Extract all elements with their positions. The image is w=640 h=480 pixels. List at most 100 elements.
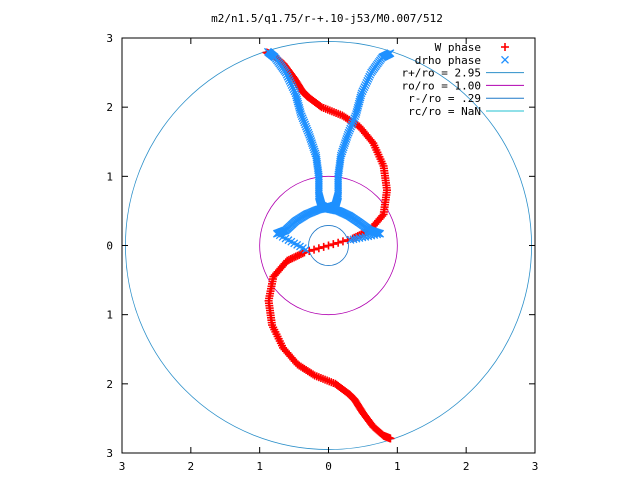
point-1-202 [351,112,360,121]
point-1-23-b [284,74,293,83]
point-1-21 [282,70,291,79]
point-1-56-b [309,143,318,152]
y-tick-label-2: 1 [106,170,113,183]
legend-key-1-b [501,55,509,64]
data-series [262,47,395,443]
point-1-183 [365,72,374,81]
point-1-207-b [347,122,356,131]
point-1-151 [373,230,382,239]
point-1-27 [288,83,297,92]
point-1-29 [290,87,299,96]
point-1-321 [301,245,310,254]
point-1-160 [346,236,355,244]
point-0-148 [310,245,319,254]
point-1-187 [361,81,370,89]
point-1-50-b [305,130,314,139]
point-1-319-b [296,242,304,251]
point-1-63-b [312,157,321,166]
point-1-23 [284,74,293,83]
point-1-181 [367,68,376,77]
point-1-183-b [365,72,374,81]
point-1-153 [367,231,376,240]
point-1-42 [298,114,307,123]
point-1-182-b [366,70,375,79]
point-1-51-b [305,132,314,141]
y-tick-label-0: 3 [106,32,113,45]
x-tick-label-1: 2 [188,460,195,473]
point-1-181-b [367,68,376,77]
point-1-69-b [314,170,323,179]
point-1-154 [364,232,373,241]
x-tick-label-2: 1 [256,460,263,473]
point-1-54-b [308,139,316,148]
point-1-188-b [360,83,369,92]
point-1-206-b [347,120,356,129]
legend-label-5: rc/ro = NaN [408,105,481,118]
point-1-44 [300,118,309,127]
point-1-59-b [311,149,320,158]
legend-key-0 [501,43,509,51]
point-1-39-b [296,108,305,116]
series-1 [263,47,395,254]
point-1-159 [349,235,358,244]
point-1-153-b [367,231,376,240]
point-1-158-b [352,234,361,243]
point-1-55-b [308,141,317,150]
point-1-182 [366,70,375,79]
point-1-61-b [312,153,321,162]
point-1-38-b [295,105,304,114]
point-1-53-b [307,137,316,146]
point-1-26 [287,81,296,89]
y-tick-label-4: 1 [106,309,113,322]
point-1-157 [355,234,364,243]
point-1-204 [349,116,358,125]
point-1-314-b [281,234,290,243]
point-1-57-b [310,145,319,154]
point-1-313-b [278,232,287,241]
point-1-28 [289,85,298,94]
point-1-27-b [288,83,297,92]
point-1-25-b [286,78,295,87]
point-1-30-b [291,89,300,98]
y-tick-label-1: 2 [106,101,113,114]
circle-2 [308,225,349,266]
point-1-159-b [349,235,358,244]
point-1-203 [350,114,359,123]
point-1-42-b [298,114,307,123]
point-1-157-b [355,234,364,243]
y-tick-label-6: 3 [106,447,113,460]
point-1-47-b [302,124,311,133]
point-1-43 [299,116,308,125]
point-1-62-b [312,155,321,164]
point-1-26-b [287,81,296,89]
point-1-186 [362,78,371,87]
point-1-45 [301,120,310,129]
x-tick-label-6: 3 [532,460,539,473]
point-1-203-b [350,114,359,123]
point-1-41 [297,112,306,121]
point-1-188 [360,83,369,92]
point-1-185-b [363,76,372,85]
point-1-152-b [370,231,379,239]
point-1-48-b [303,126,312,135]
point-1-22-b [283,72,292,81]
point-1-45-b [301,120,310,129]
point-1-320-b [298,244,307,253]
point-1-318-b [293,240,302,249]
point-1-32-b [292,93,301,102]
point-1-321-b [301,245,310,254]
point-1-40 [297,110,305,119]
point-1-28-b [289,85,298,94]
point-1-208-b [346,124,355,133]
point-1-156 [358,233,367,242]
point-0-142 [338,237,347,246]
point-1-152 [370,231,379,239]
legend-key-1 [501,55,509,64]
point-1-315-b [284,236,293,245]
point-1-155-b [361,232,370,241]
point-1-187-b [361,81,370,89]
point-1-48 [303,126,312,135]
point-1-317-b [290,239,299,248]
